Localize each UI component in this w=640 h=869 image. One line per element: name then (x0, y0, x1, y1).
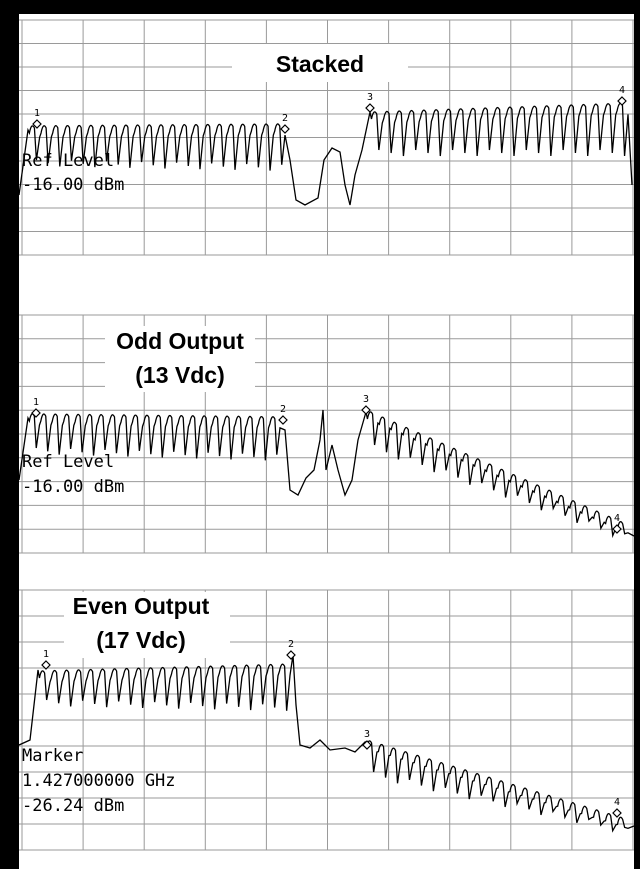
marker-number: 1 (34, 108, 40, 119)
marker-diamond (361, 405, 371, 415)
marker-diamond (612, 808, 622, 818)
marker-diamond (278, 415, 288, 425)
marker-diamond (286, 650, 296, 660)
title-box (64, 592, 230, 658)
readout: -16.00 dBm (22, 477, 124, 497)
marker-number: 4 (614, 797, 620, 808)
marker-diamond (365, 103, 375, 113)
traces: 1 2 3 4 1 2 3 4 1 2 3 4 (18, 85, 635, 833)
trace (18, 102, 633, 206)
readout: -26.24 dBm (22, 796, 124, 816)
marker-number: 4 (614, 513, 620, 524)
left-border (0, 0, 19, 869)
marker-diamond (31, 408, 41, 418)
panel-subtitle: (13 Vdc) (135, 362, 224, 388)
top-border (0, 0, 640, 14)
marker-number: 3 (364, 729, 370, 740)
panel-title: Odd Output (116, 328, 244, 354)
panel-subtitle: (17 Vdc) (96, 627, 185, 653)
marker-number: 1 (43, 649, 49, 660)
panel-title: Even Output (73, 593, 210, 619)
marker-number: 2 (280, 404, 286, 415)
marker-number: 3 (367, 92, 373, 103)
marker-diamond (617, 96, 627, 106)
marker-number: 2 (282, 113, 288, 124)
marker-number: 4 (619, 85, 625, 96)
panel-title: Stacked (276, 51, 364, 77)
marker-diamond (280, 124, 290, 134)
readout: Ref Level (22, 151, 114, 171)
readout: -16.00 dBm (22, 175, 124, 195)
marker-diamond (612, 524, 622, 534)
right-border (634, 0, 640, 869)
title-box (105, 326, 255, 392)
marker-diamond (32, 119, 42, 129)
marker-diamond (362, 740, 372, 750)
marker-number: 3 (363, 394, 369, 405)
readout: 1.427000000 GHz (22, 771, 176, 791)
marker-number: 2 (288, 639, 294, 650)
readout: Ref Level (22, 452, 114, 472)
marker-number: 1 (33, 397, 39, 408)
title-box (232, 44, 408, 82)
trace (18, 409, 635, 539)
marker-diamond (41, 660, 51, 670)
readout: Marker (22, 746, 83, 766)
